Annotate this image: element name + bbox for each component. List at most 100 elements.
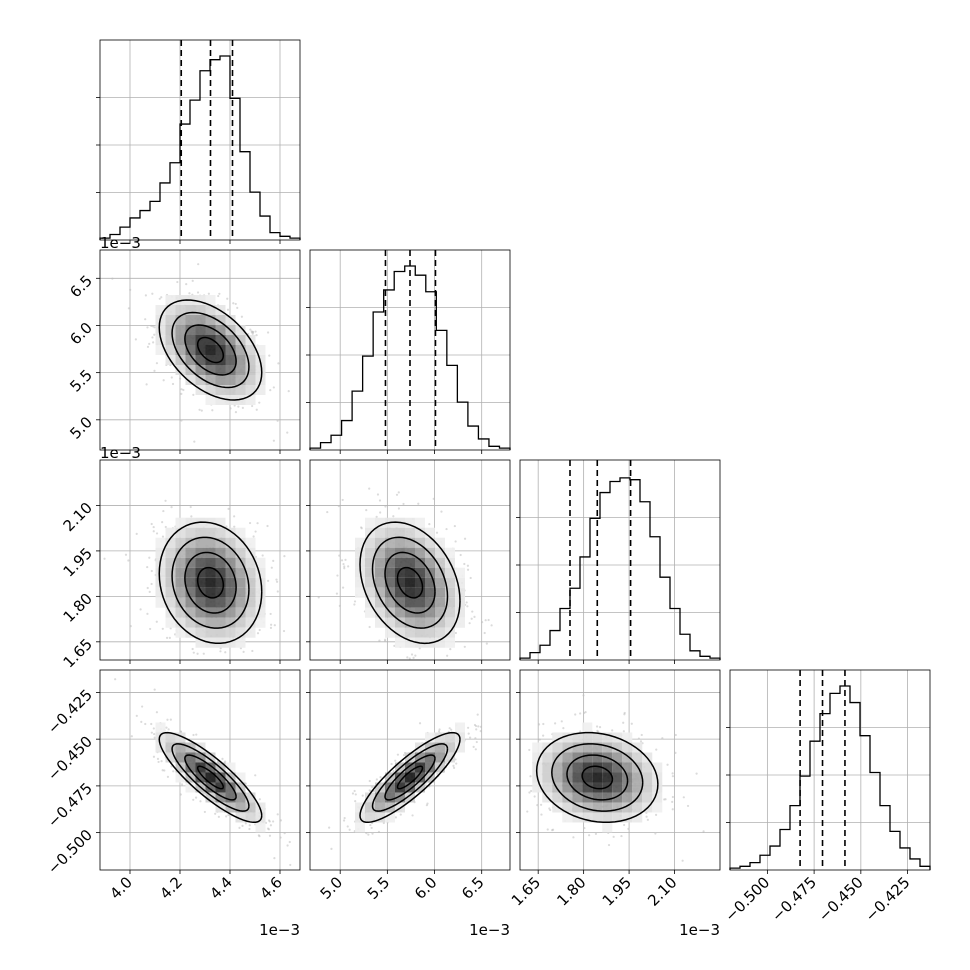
scatter-point (466, 564, 470, 567)
scatter-point (465, 601, 468, 604)
density-cell (205, 577, 216, 588)
density-cell (205, 772, 216, 783)
scatter-point (425, 804, 429, 807)
density-cell (255, 587, 266, 598)
scatter-point (674, 733, 677, 737)
scatter-point (479, 730, 482, 733)
density-cell (195, 295, 206, 305)
density-cell (175, 537, 186, 548)
density-cell (215, 782, 226, 793)
scatter-point (150, 731, 153, 734)
density-cell (215, 567, 226, 578)
density-cell (255, 557, 266, 568)
density-cell (205, 537, 216, 548)
scatter-point (369, 823, 372, 827)
x-tick-label: 4.2 (156, 873, 186, 903)
density-cell (572, 742, 583, 753)
density-cell (205, 335, 216, 345)
density-cell (245, 802, 256, 813)
scatter-point (394, 759, 397, 762)
scatter-point (276, 419, 279, 422)
density-cell (425, 537, 435, 548)
density-cell (215, 547, 226, 558)
density-cell (385, 567, 395, 578)
scatter-point (473, 615, 476, 619)
density-cell (225, 547, 236, 558)
contour-line (196, 336, 225, 364)
density-cell (205, 782, 216, 793)
density-cell (365, 587, 375, 598)
scatter-point (161, 520, 164, 524)
scatter-point (233, 525, 236, 528)
scatter-point (221, 757, 224, 761)
x-offset-label: 1e−3 (679, 921, 720, 939)
density-cell (185, 607, 196, 618)
density-cell (612, 742, 623, 753)
density-cell (225, 335, 236, 345)
density-cell (405, 567, 415, 578)
density-cell (175, 732, 186, 743)
density-cell (375, 517, 385, 528)
density-cell (395, 792, 405, 803)
density-cell (235, 617, 246, 628)
scatter-point (583, 826, 586, 830)
scatter-point (326, 510, 329, 514)
scatter-point (188, 292, 191, 295)
density-cell (195, 607, 206, 618)
x-offset-label: 1e−3 (469, 921, 510, 939)
density-cell (572, 772, 583, 783)
scatter-point (622, 721, 625, 724)
scatter-point (150, 569, 153, 573)
scatter-point (199, 800, 202, 803)
scatter-point (233, 515, 236, 518)
density-cell (425, 577, 435, 588)
density-cell (415, 517, 425, 528)
scatter-point (240, 315, 244, 318)
scatter-point (141, 705, 144, 708)
scatter-point (354, 793, 357, 796)
scatter-point (353, 600, 357, 603)
density-cell (375, 812, 385, 823)
scatter-point (272, 820, 275, 823)
scatter-point (193, 440, 196, 443)
density-cell (445, 732, 455, 743)
scatter-point (272, 559, 275, 562)
density-cell (355, 587, 365, 598)
scatter-point (129, 288, 132, 291)
scatter-point (217, 294, 220, 298)
scatter-point (148, 590, 151, 593)
density-cell (205, 617, 216, 628)
density-cell (445, 607, 455, 618)
density-cell (205, 762, 216, 773)
scatter-point (144, 722, 147, 726)
scatter-point (382, 821, 385, 825)
density-cell (602, 802, 613, 813)
scatter-point (279, 819, 283, 822)
density-cell (225, 607, 236, 618)
scatter-point (161, 535, 165, 538)
scatter-point (377, 830, 381, 833)
scatter-point (289, 863, 292, 867)
scatter-point (622, 730, 625, 733)
scatter-point (164, 499, 167, 502)
density-cell (375, 557, 385, 568)
density-cell (425, 617, 435, 628)
density-cell (622, 742, 633, 753)
density-cell (215, 325, 226, 335)
density-cell (245, 345, 256, 355)
scatter-point (539, 803, 543, 806)
density-cell (185, 305, 196, 315)
panel-background (520, 460, 720, 660)
panel-0-0 (96, 39, 301, 244)
density-cell (385, 537, 395, 548)
density-cell (215, 375, 226, 385)
density-cell (375, 597, 385, 608)
scatter-point (671, 808, 674, 811)
density-cell (205, 315, 216, 325)
contour-line (396, 566, 424, 599)
scatter-point (612, 835, 615, 838)
density-cell (215, 792, 226, 803)
scatter-point (195, 733, 198, 736)
contour-line (158, 521, 263, 645)
density-cell (255, 812, 266, 823)
